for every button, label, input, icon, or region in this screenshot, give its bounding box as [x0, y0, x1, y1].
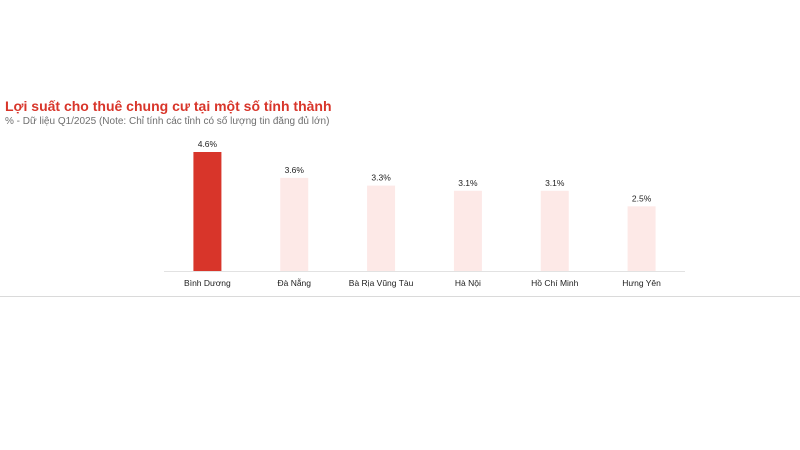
value-label-3: 3.1% [458, 178, 478, 188]
category-labels-group: Bình Dương Đà Nẵng Bà Rịa Vũng Tàu Hà Nội Hồ… [184, 278, 661, 288]
bar-4 [540, 190, 569, 271]
category-label-1: Đà Nẵng [277, 278, 311, 288]
category-label-2: Bà Rịa Vũng Tàu [349, 278, 414, 288]
divider [0, 296, 800, 297]
chart-title: Lợi suất cho thuê chung cư tại một số tỉ… [5, 98, 332, 114]
bar-1 [280, 177, 309, 271]
bars-group [193, 152, 656, 271]
value-label-4: 3.1% [545, 178, 565, 188]
bar-2 [367, 185, 396, 271]
bar-5 [627, 206, 656, 271]
bar-3 [453, 190, 482, 271]
category-label-0: Bình Dương [184, 278, 231, 288]
category-label-5: Hưng Yên [622, 278, 661, 288]
value-label-1: 3.6% [285, 165, 305, 175]
category-label-4: Hồ Chí Minh [531, 278, 579, 288]
bar-0 [193, 152, 222, 271]
value-label-0: 4.6% [198, 139, 218, 149]
value-label-5: 2.5% [632, 193, 652, 203]
value-label-2: 3.3% [371, 173, 391, 183]
chart-subtitle: % - Dữ liệu Q1/2025 (Note: Chỉ tính các … [5, 116, 330, 127]
category-label-3: Hà Nội [455, 278, 481, 288]
value-labels-group: 4.6% 3.6% 3.3% 3.1% 3.1% 2.5% [198, 139, 652, 203]
